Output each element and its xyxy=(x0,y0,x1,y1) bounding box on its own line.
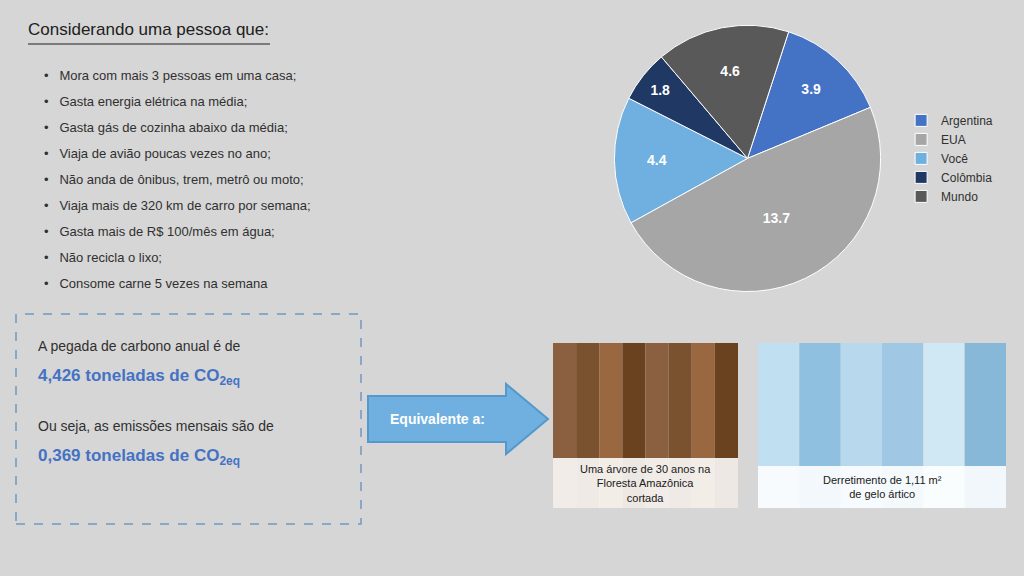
svg-text:4.4: 4.4 xyxy=(647,152,667,168)
svg-text:1.8: 1.8 xyxy=(650,82,670,98)
svg-text:Derretimento de 1,11 m²de gelo: Derretimento de 1,11 m²de gelo ártico xyxy=(823,474,942,500)
svg-text:Argentina: Argentina xyxy=(941,114,993,128)
svg-text:• Não recicla o lixo;: • Não recicla o lixo; xyxy=(44,250,162,265)
svg-text:Colômbia: Colômbia xyxy=(941,171,992,185)
svg-text:• Mora com mais 3 pessoas em: • Mora com mais 3 pessoas em uma casa; xyxy=(44,68,296,83)
svg-text:• Viaja de avião poucas veze: • Viaja de avião poucas vezes no ano; xyxy=(44,146,271,161)
svg-text:• Gasta mais de R$ 100/mês e: • Gasta mais de R$ 100/mês em água; xyxy=(44,224,275,239)
svg-text:Ou seja, as emissões mensais s: Ou seja, as emissões mensais são de xyxy=(38,418,274,434)
svg-text:• Gasta gás de cozinha abaix: • Gasta gás de cozinha abaixo da média; xyxy=(44,120,288,135)
svg-text:Mundo: Mundo xyxy=(941,190,978,204)
svg-text:A pegada de carbono anual é de: A pegada de carbono anual é de xyxy=(38,338,241,354)
svg-text:Equivalente a:: Equivalente a: xyxy=(390,411,485,427)
svg-text:EUA: EUA xyxy=(941,133,966,147)
svg-text:Uma árvore de 30 anos naFlores: Uma árvore de 30 anos naFloresta Amazôni… xyxy=(580,463,711,504)
svg-text:4,426 toneladas de CO​2eq​: 4,426 toneladas de CO​2eq​ xyxy=(38,366,240,388)
svg-text:• Gasta energia elétrica na: • Gasta energia elétrica na média; xyxy=(44,94,247,109)
svg-text:• Não anda de ônibus, trem,: • Não anda de ônibus, trem, metrô ou mot… xyxy=(44,172,304,187)
svg-text:Considerando uma pessoa que:: Considerando uma pessoa que: xyxy=(28,20,269,39)
svg-text:13.7: 13.7 xyxy=(763,210,790,226)
svg-text:• Consome carne 5 vezes na s: • Consome carne 5 vezes na semana xyxy=(44,276,268,291)
svg-text:• Viaja mais de 320 km de ca: • Viaja mais de 320 km de carro por sema… xyxy=(44,198,311,213)
svg-text:3.9: 3.9 xyxy=(801,81,821,97)
svg-text:0,369 toneladas de CO​2eq​: 0,369 toneladas de CO​2eq​ xyxy=(38,446,240,468)
svg-text:Você: Você xyxy=(941,152,968,166)
svg-text:4.6: 4.6 xyxy=(720,63,740,79)
